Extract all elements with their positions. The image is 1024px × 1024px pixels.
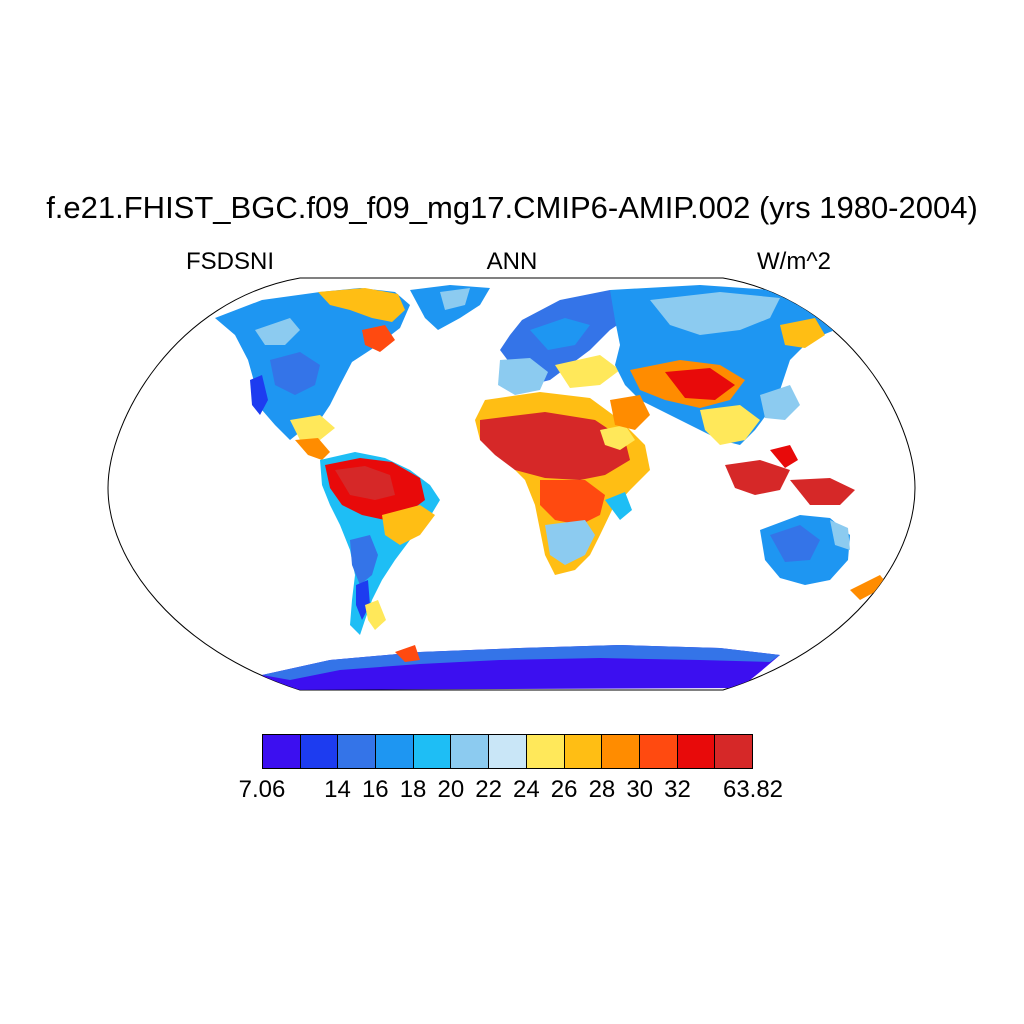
- colorbar-swatch: [715, 735, 752, 768]
- colorbar-swatch: [639, 735, 678, 768]
- indonesia-region: [725, 445, 855, 505]
- colorbar-swatch: [338, 735, 377, 768]
- australia-region: [760, 515, 888, 600]
- colorbar-tick-label: 26: [550, 776, 578, 803]
- season-label: ANN: [486, 248, 538, 275]
- north-america-region: [215, 285, 490, 440]
- colorbar-tick-label: 14: [324, 776, 351, 803]
- colorbar-swatch: [300, 735, 339, 768]
- colorbar-swatch: [526, 735, 565, 768]
- colorbar-tick-label: 24: [513, 776, 540, 803]
- colorbar-tick-label: 22: [475, 776, 502, 803]
- colorbar-swatch: [376, 735, 414, 768]
- antarctica-region: [262, 645, 780, 690]
- colorbar-tick-label: 28: [588, 776, 616, 803]
- colorbar: [262, 734, 753, 769]
- colorbar-tick-label: 18: [399, 776, 427, 803]
- colorbar-swatch: [489, 735, 527, 768]
- colorbar-tick-label: 63.82: [722, 776, 784, 803]
- colorbar-swatch: [263, 735, 301, 768]
- units-label: W/m^2: [757, 248, 831, 275]
- colorbar-swatch: [413, 735, 452, 768]
- south-america-region: [295, 438, 440, 635]
- asia-region: [610, 285, 850, 445]
- colorbar-tick-label: 30: [626, 776, 654, 803]
- colorbar-tick-label: 7.06: [238, 776, 286, 803]
- colorbar-tick-label: 32: [664, 776, 691, 803]
- colorbar-swatch: [602, 735, 640, 768]
- colorbar-tick-label: 20: [437, 776, 465, 803]
- plot-title: f.e21.FHIST_BGC.f09_f09_mg17.CMIP6-AMIP.…: [46, 190, 978, 225]
- colorbar-swatch: [451, 735, 490, 768]
- colorbar-swatch: [677, 735, 716, 768]
- colorbar-tick-label: 16: [361, 776, 389, 803]
- colorbar-swatch: [564, 735, 603, 768]
- africa-region: [475, 392, 650, 575]
- variable-label: FSDSNI: [186, 248, 275, 275]
